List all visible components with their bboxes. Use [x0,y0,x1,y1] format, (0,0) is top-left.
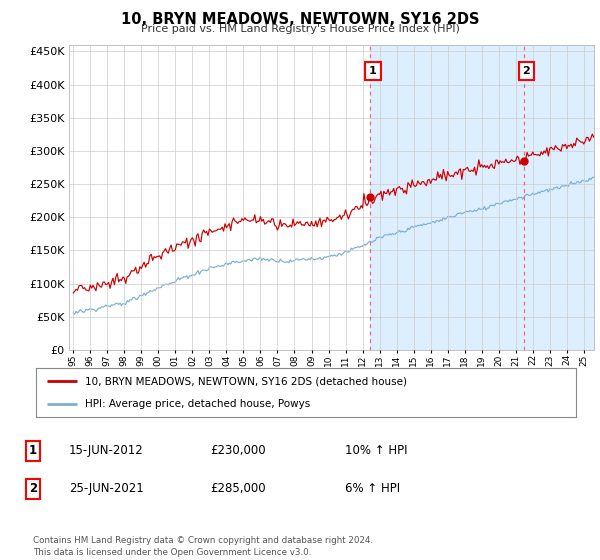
Text: 2: 2 [523,66,530,76]
Text: 25-JUN-2021: 25-JUN-2021 [69,482,144,496]
Text: £230,000: £230,000 [210,444,266,458]
Bar [370,45,524,350]
Text: Price paid vs. HM Land Registry's House Price Index (HPI): Price paid vs. HM Land Registry's House … [140,24,460,34]
Text: 15-JUN-2012: 15-JUN-2012 [69,444,144,458]
Text: 1: 1 [29,444,37,458]
Text: 6% ↑ HPI: 6% ↑ HPI [345,482,400,496]
Text: 1: 1 [369,66,377,76]
Bar [524,45,594,350]
Text: 10% ↑ HPI: 10% ↑ HPI [345,444,407,458]
Text: 10, BRYN MEADOWS, NEWTOWN, SY16 2DS: 10, BRYN MEADOWS, NEWTOWN, SY16 2DS [121,12,479,27]
Text: 2: 2 [29,482,37,496]
Text: £285,000: £285,000 [210,482,266,496]
Text: Contains HM Land Registry data © Crown copyright and database right 2024.
This d: Contains HM Land Registry data © Crown c… [33,536,373,557]
Text: HPI: Average price, detached house, Powys: HPI: Average price, detached house, Powy… [85,399,310,409]
Text: 10, BRYN MEADOWS, NEWTOWN, SY16 2DS (detached house): 10, BRYN MEADOWS, NEWTOWN, SY16 2DS (det… [85,376,407,386]
